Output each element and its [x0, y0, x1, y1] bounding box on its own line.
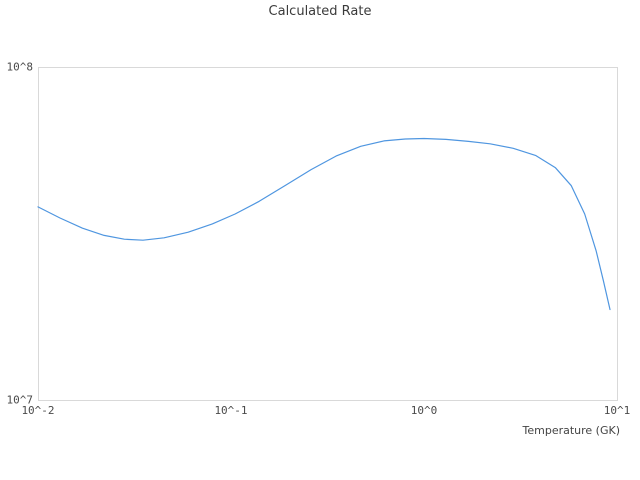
chart-title: Calculated Rate	[268, 4, 372, 19]
plot-border	[38, 67, 618, 401]
y-tick-label: 10^8	[6, 60, 34, 74]
y-tick-label: 10^7	[6, 393, 34, 407]
x-axis-label: Temperature (GK)	[522, 424, 621, 437]
x-tick-label: 10^-1	[214, 404, 248, 417]
x-tick-label: 10^1	[603, 404, 631, 417]
x-tick-label: 10^0	[410, 404, 438, 417]
rate-line-series	[37, 137, 611, 311]
x-tick-label: 10^-2	[21, 404, 55, 417]
